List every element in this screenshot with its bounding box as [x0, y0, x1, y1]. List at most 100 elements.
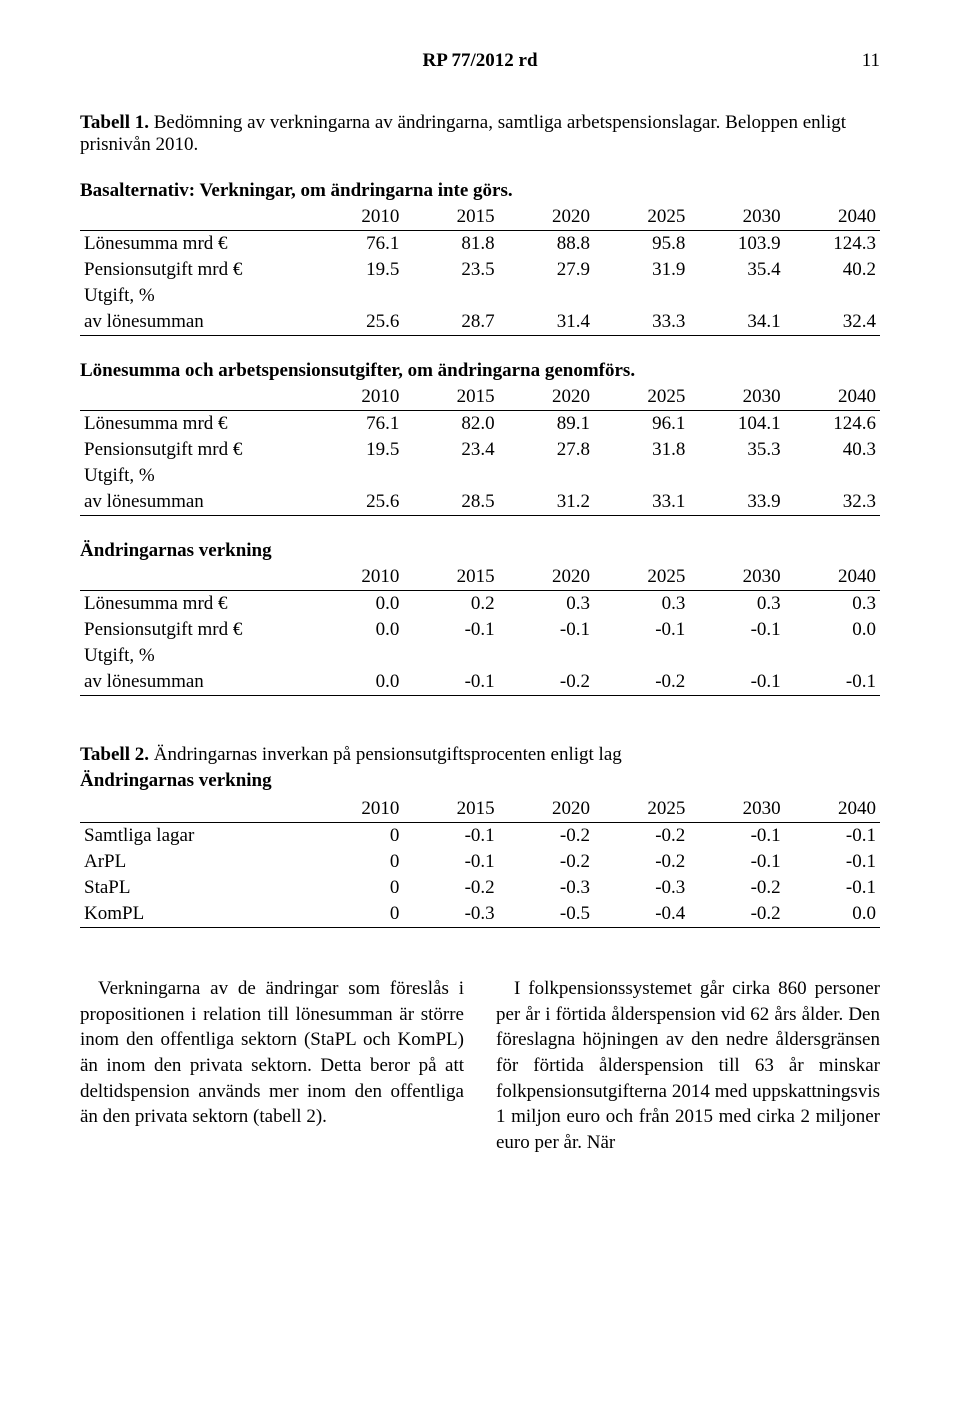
cell: 81.8	[403, 231, 498, 258]
cell: 33.1	[594, 489, 689, 516]
cell: 27.9	[499, 257, 594, 283]
table1-section-b: 2010 2015 2020 2025 2030 2040 Lönesumma …	[80, 384, 880, 516]
cell	[689, 463, 784, 489]
cell: -0.2	[499, 849, 594, 875]
table1-section-a: 2010 2015 2020 2025 2030 2040 Lönesumma …	[80, 204, 880, 336]
table-row: Utgift, %	[80, 643, 880, 669]
cell: 35.4	[689, 257, 784, 283]
cell: 34.1	[689, 309, 784, 336]
col-year: 2015	[403, 204, 498, 231]
cell: -0.4	[594, 901, 689, 928]
col-year: 2010	[308, 796, 403, 823]
cell: 0.0	[785, 901, 880, 928]
col-year: 2015	[403, 564, 498, 591]
cell: -0.2	[594, 669, 689, 696]
cell	[403, 643, 498, 669]
col-year: 2025	[594, 384, 689, 411]
cell	[594, 463, 689, 489]
cell	[499, 643, 594, 669]
table1-a-body: Lönesumma mrd €76.181.888.895.8103.9124.…	[80, 231, 880, 336]
cell: 0.2	[403, 591, 498, 618]
cell: 25.6	[308, 489, 403, 516]
table-row: Lönesumma mrd €76.181.888.895.8103.9124.…	[80, 231, 880, 258]
table2-caption-rest: Ändringarnas inverkan på pensionsutgifts…	[149, 744, 622, 765]
table-header-row: 2010 2015 2020 2025 2030 2040	[80, 564, 880, 591]
cell	[785, 643, 880, 669]
cell: -0.5	[499, 901, 594, 928]
row-label: Lönesumma mrd €	[80, 231, 308, 258]
table-row: Utgift, %	[80, 463, 880, 489]
cell: -0.2	[689, 901, 784, 928]
col-year: 2030	[689, 564, 784, 591]
table-row: Pensionsutgift mrd €19.523.527.931.935.4…	[80, 257, 880, 283]
row-label: Utgift, %	[80, 283, 308, 309]
table1-c-body: Lönesumma mrd €0.00.20.30.30.30.3Pension…	[80, 591, 880, 696]
cell: 40.3	[785, 437, 880, 463]
doc-title: RP 77/2012 rd	[422, 50, 537, 71]
col-year: 2020	[499, 796, 594, 823]
table-row: Lönesumma mrd €76.182.089.196.1104.1124.…	[80, 411, 880, 438]
table2: 2010 2015 2020 2025 2030 2040 Samtliga l…	[80, 796, 880, 928]
col-year: 2040	[785, 204, 880, 231]
table1-caption: Tabell 1. Bedömning av verkningarna av ä…	[80, 112, 880, 156]
table-row: Samtliga lagar0-0.1-0.2-0.2-0.1-0.1	[80, 823, 880, 850]
table1-section-b-title: Lönesumma och arbetspensionsutgifter, om…	[80, 360, 880, 382]
cell: -0.1	[785, 823, 880, 850]
cell: -0.3	[403, 901, 498, 928]
col-year: 2025	[594, 564, 689, 591]
col-year: 2025	[594, 796, 689, 823]
table-row: ArPL0-0.1-0.2-0.2-0.1-0.1	[80, 849, 880, 875]
table2-caption: Tabell 2. Ändringarnas inverkan på pensi…	[80, 744, 880, 766]
row-label: av lönesumman	[80, 309, 308, 336]
body-columns: Verkningarna av de ändringar som föreslå…	[80, 976, 880, 1155]
col-year: 2010	[308, 384, 403, 411]
cell: -0.1	[785, 669, 880, 696]
row-label: Samtliga lagar	[80, 823, 308, 850]
cell: -0.1	[689, 849, 784, 875]
cell: 0.0	[308, 617, 403, 643]
col-year: 2010	[308, 204, 403, 231]
table1-section-a-title: Basalternativ: Verkningar, om ändringarn…	[80, 180, 880, 202]
col-year: 2030	[689, 204, 784, 231]
cell: 82.0	[403, 411, 498, 438]
table-row: KomPL0-0.3-0.5-0.4-0.20.0	[80, 901, 880, 928]
col-blank	[80, 564, 308, 591]
cell: 40.2	[785, 257, 880, 283]
table1-caption-prefix: Tabell 1.	[80, 112, 149, 133]
cell: 33.9	[689, 489, 784, 516]
cell: 76.1	[308, 411, 403, 438]
table-header-row: 2010 2015 2020 2025 2030 2040	[80, 384, 880, 411]
cell: 0.3	[785, 591, 880, 618]
cell: 88.8	[499, 231, 594, 258]
row-label: Lönesumma mrd €	[80, 411, 308, 438]
cell: 0.3	[594, 591, 689, 618]
cell: -0.2	[499, 823, 594, 850]
col-year: 2020	[499, 564, 594, 591]
row-label: Lönesumma mrd €	[80, 591, 308, 618]
cell: 0	[308, 823, 403, 850]
row-label: Utgift, %	[80, 463, 308, 489]
table-row: av lönesumman25.628.531.233.133.932.3	[80, 489, 880, 516]
cell: 96.1	[594, 411, 689, 438]
col-year: 2015	[403, 796, 498, 823]
cell	[594, 283, 689, 309]
table-row: av lönesumman0.0-0.1-0.2-0.2-0.1-0.1	[80, 669, 880, 696]
col-year: 2030	[689, 384, 784, 411]
cell: -0.1	[594, 617, 689, 643]
cell: 27.8	[499, 437, 594, 463]
cell: -0.2	[689, 875, 784, 901]
cell	[499, 463, 594, 489]
cell: 23.5	[403, 257, 498, 283]
cell: 31.4	[499, 309, 594, 336]
table1-section-c: 2010 2015 2020 2025 2030 2040 Lönesumma …	[80, 564, 880, 696]
cell	[403, 283, 498, 309]
cell: 28.5	[403, 489, 498, 516]
cell: 103.9	[689, 231, 784, 258]
col-year: 2020	[499, 204, 594, 231]
cell: 19.5	[308, 257, 403, 283]
row-label: av lönesumman	[80, 489, 308, 516]
col-year: 2020	[499, 384, 594, 411]
cell	[785, 463, 880, 489]
cell: -0.1	[403, 849, 498, 875]
cell: 0.0	[308, 669, 403, 696]
